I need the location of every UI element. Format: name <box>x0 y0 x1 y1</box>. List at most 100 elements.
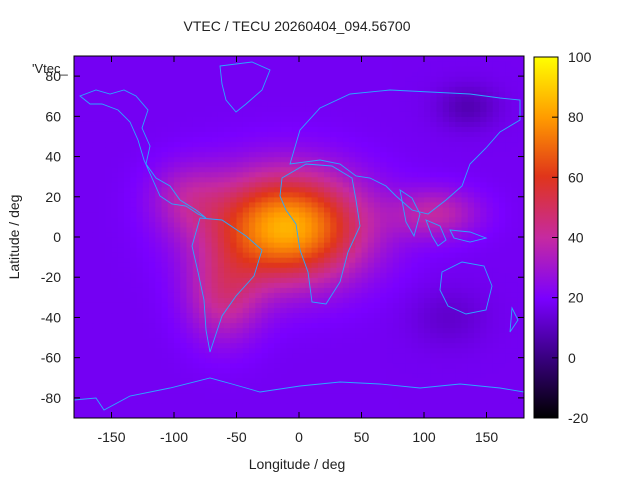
heatmap-cell <box>149 257 156 263</box>
heatmap-cell <box>355 262 363 268</box>
heatmap-cell <box>474 392 481 399</box>
heatmap-cell <box>380 357 388 364</box>
heatmap-cell <box>417 252 425 258</box>
heatmap-cell <box>224 221 231 228</box>
heatmap-cell <box>199 377 206 384</box>
heatmap-cell <box>261 131 269 138</box>
heatmap-cell <box>161 237 169 243</box>
heatmap-cell <box>130 166 138 173</box>
heatmap-cell <box>317 171 325 178</box>
heatmap-cell <box>192 277 200 283</box>
heatmap-cell <box>249 302 256 308</box>
heatmap-cell <box>280 126 288 133</box>
heatmap-cell <box>324 81 331 87</box>
heatmap-cell <box>374 211 381 218</box>
heatmap-cell <box>217 362 225 369</box>
heatmap-cell <box>361 362 369 369</box>
heatmap-cell <box>455 322 463 329</box>
heatmap-cell <box>467 242 475 248</box>
heatmap-cell <box>492 71 500 77</box>
heatmap-cell <box>124 121 131 127</box>
heatmap-cell <box>380 96 388 102</box>
heatmap-cell <box>305 206 313 213</box>
heatmap-cell <box>505 211 513 218</box>
heatmap-cell <box>124 101 131 107</box>
heatmap-cell <box>149 216 156 223</box>
heatmap-cell <box>405 231 413 238</box>
heatmap-cell <box>455 146 463 153</box>
heatmap-cell <box>436 186 444 193</box>
heatmap-cell <box>136 151 144 158</box>
heatmap-cell <box>92 171 100 178</box>
heatmap-cell <box>217 201 225 208</box>
heatmap-cell <box>267 262 275 268</box>
heatmap-cell <box>280 322 288 329</box>
heatmap-cell <box>149 161 156 168</box>
heatmap-cell <box>167 231 175 238</box>
heatmap-cell <box>217 136 225 143</box>
heatmap-cell <box>174 66 181 72</box>
heatmap-cell <box>461 181 469 188</box>
heatmap-cell <box>255 206 263 213</box>
heatmap-cell <box>474 76 481 82</box>
heatmap-cell <box>499 96 506 102</box>
heatmap-cell <box>242 322 250 329</box>
heatmap-cell <box>130 146 138 153</box>
heatmap-cell <box>449 171 456 178</box>
heatmap-cell <box>486 121 494 127</box>
heatmap-cell <box>105 221 113 228</box>
heatmap-cell <box>242 176 250 183</box>
heatmap-cell <box>436 156 444 163</box>
heatmap-cell <box>311 302 319 308</box>
heatmap-cell <box>111 407 119 414</box>
heatmap-cell <box>155 181 163 188</box>
heatmap-cell <box>186 166 194 173</box>
heatmap-cell <box>386 292 394 298</box>
heatmap-cell <box>492 322 500 329</box>
heatmap-cell <box>192 252 200 258</box>
heatmap-cell <box>105 347 113 354</box>
heatmap-cell <box>80 66 88 72</box>
heatmap-cell <box>367 367 375 374</box>
heatmap-cell <box>199 196 206 203</box>
heatmap-cell <box>274 327 281 334</box>
heatmap-cell <box>455 397 463 404</box>
heatmap-cell <box>386 337 394 344</box>
heatmap-cell <box>374 81 381 87</box>
heatmap-cell <box>236 96 244 102</box>
heatmap-cell <box>174 317 181 324</box>
heatmap-cell <box>117 86 125 92</box>
heatmap-cell <box>105 262 113 268</box>
heatmap-cell <box>374 231 381 238</box>
heatmap-cell <box>86 216 94 223</box>
heatmap-cell <box>405 226 413 233</box>
heatmap-cell <box>155 372 163 379</box>
heatmap-cell <box>136 347 144 354</box>
heatmap-cell <box>474 106 481 112</box>
heatmap-cell <box>180 146 188 153</box>
heatmap-cell <box>342 317 350 324</box>
heatmap-cell <box>130 387 138 394</box>
heatmap-cell <box>117 151 125 158</box>
heatmap-cell <box>392 81 400 87</box>
heatmap-cell <box>349 156 356 163</box>
heatmap-cell <box>467 191 475 198</box>
heatmap-cell <box>224 191 231 198</box>
heatmap-cell <box>380 91 388 97</box>
heatmap-cell <box>186 126 194 133</box>
heatmap-cell <box>80 116 88 122</box>
heatmap-cell <box>274 317 281 324</box>
heatmap-cell <box>324 302 331 308</box>
heatmap-cell <box>236 166 244 173</box>
heatmap-cell <box>467 262 475 268</box>
heatmap-cell <box>436 86 444 92</box>
heatmap-cell <box>224 186 231 193</box>
heatmap-cell <box>174 211 181 218</box>
heatmap-cell <box>242 181 250 188</box>
heatmap-cell <box>480 332 488 339</box>
heatmap-cell <box>349 252 356 258</box>
heatmap-cell <box>324 317 331 324</box>
heatmap-cell <box>449 201 456 208</box>
heatmap-cell <box>374 166 381 173</box>
heatmap-cell <box>361 267 369 273</box>
